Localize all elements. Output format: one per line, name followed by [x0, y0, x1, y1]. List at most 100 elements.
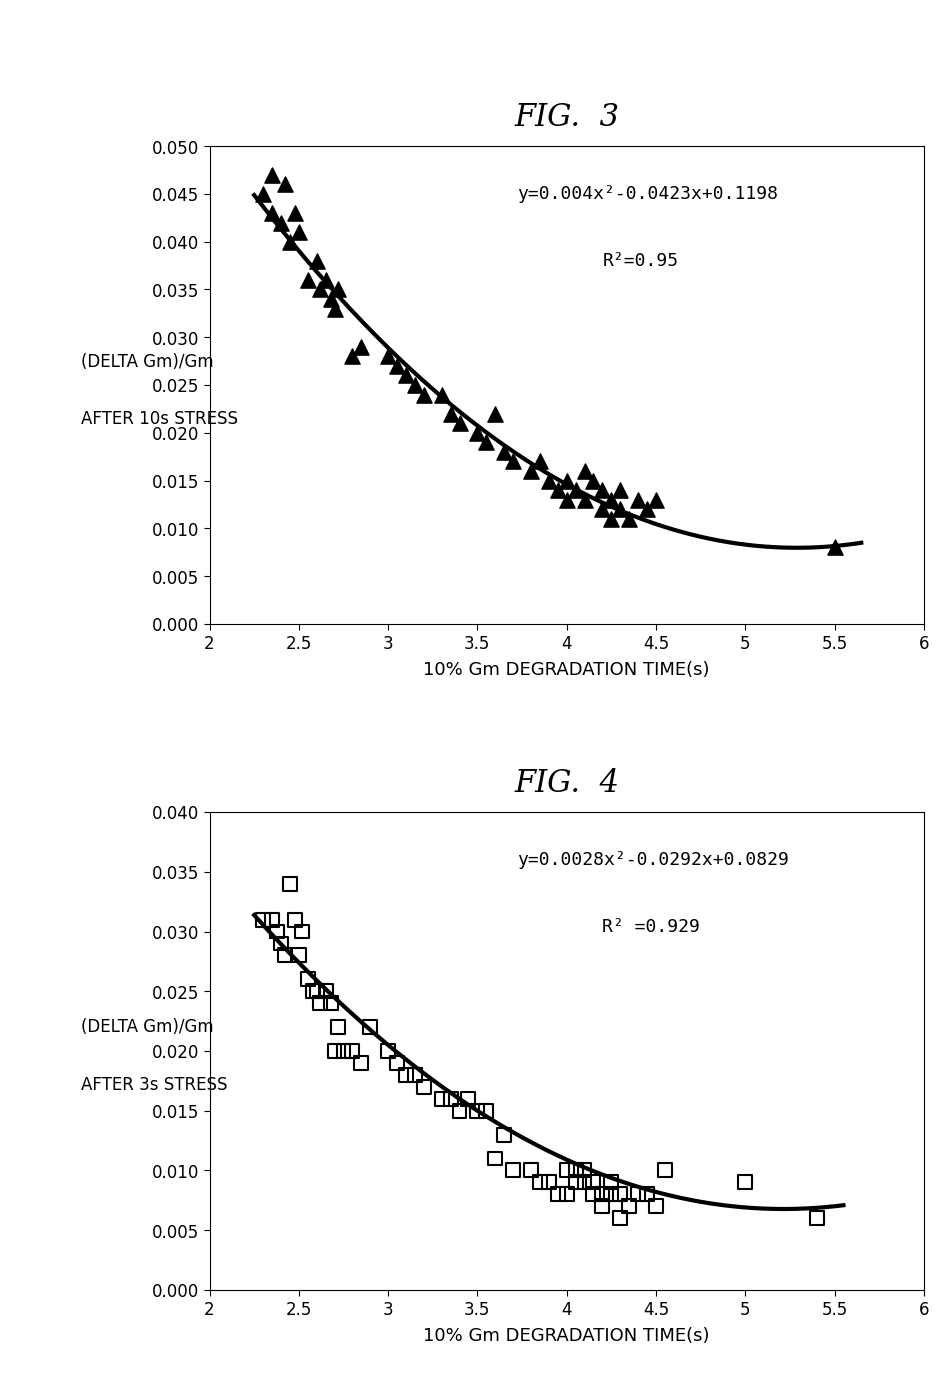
Text: y=0.0028x²-0.0292x+0.0829: y=0.0028x²-0.0292x+0.0829: [516, 850, 788, 868]
Point: [559, 488, 574, 510]
Point: [506, 1160, 521, 1182]
Point: [353, 1051, 368, 1074]
Text: FIG.  3: FIG. 3: [514, 101, 619, 133]
Point: [345, 345, 360, 368]
Point: [353, 336, 368, 358]
Point: [288, 908, 303, 931]
Point: [434, 384, 449, 406]
Point: [541, 470, 556, 492]
Text: (DELTA Gm)/Gm: (DELTA Gm)/Gm: [81, 1018, 213, 1036]
Point: [604, 1183, 619, 1205]
Point: [577, 1172, 592, 1194]
Text: y=0.004x²-0.0423x+0.1198: y=0.004x²-0.0423x+0.1198: [516, 184, 778, 203]
Point: [567, 1160, 583, 1182]
Point: [567, 1172, 583, 1194]
Point: [277, 173, 292, 196]
Point: [585, 1172, 601, 1194]
Point: [300, 269, 315, 291]
Text: (DELTA Gm)/Gm: (DELTA Gm)/Gm: [81, 352, 213, 370]
Point: [612, 480, 627, 502]
Point: [273, 212, 288, 234]
Point: [398, 1064, 413, 1086]
Point: [363, 1017, 378, 1039]
Point: [594, 498, 610, 520]
Point: [639, 1183, 654, 1205]
Point: [639, 498, 654, 520]
X-axis label: 10% Gm DEGRADATION TIME(s): 10% Gm DEGRADATION TIME(s): [424, 1326, 709, 1344]
Text: FIG.  4: FIG. 4: [514, 767, 619, 799]
Point: [604, 488, 619, 510]
Point: [612, 1207, 627, 1229]
Point: [389, 355, 405, 377]
Point: [318, 981, 333, 1003]
Point: [469, 422, 485, 444]
Point: [559, 470, 574, 492]
Point: [336, 1040, 351, 1062]
Point: [407, 374, 423, 397]
Point: [506, 451, 521, 473]
Point: [443, 1087, 458, 1110]
Point: [585, 1183, 601, 1205]
Point: [300, 968, 315, 990]
Point: [277, 945, 292, 967]
Point: [496, 1123, 511, 1146]
Point: [327, 1040, 342, 1062]
Point: [524, 1160, 539, 1182]
Point: [265, 908, 280, 931]
Point: [577, 460, 592, 483]
Point: [648, 1196, 664, 1218]
Point: [265, 164, 280, 186]
Point: [577, 488, 592, 510]
Point: [604, 508, 619, 530]
Point: [809, 1207, 824, 1229]
Point: [330, 279, 346, 301]
Point: [265, 203, 280, 225]
Point: [594, 480, 610, 502]
Point: [630, 488, 645, 510]
Point: [255, 908, 270, 931]
Point: [594, 1196, 610, 1218]
X-axis label: 10% Gm DEGRADATION TIME(s): 10% Gm DEGRADATION TIME(s): [424, 660, 709, 678]
Point: [648, 488, 664, 510]
Point: [398, 365, 413, 387]
Point: [288, 203, 303, 225]
Point: [434, 1087, 449, 1110]
Point: [389, 1051, 405, 1074]
Point: [291, 222, 307, 244]
Point: [550, 1183, 565, 1205]
Point: [567, 480, 583, 502]
Text: R²=0.95: R²=0.95: [603, 251, 678, 269]
Point: [559, 1160, 574, 1182]
Point: [255, 183, 270, 205]
Point: [407, 1064, 423, 1086]
Point: [269, 921, 285, 943]
Point: [622, 1196, 637, 1218]
Point: [295, 921, 310, 943]
Point: [416, 384, 431, 406]
Point: [532, 1172, 547, 1194]
Point: [306, 981, 321, 1003]
Point: [487, 1147, 503, 1169]
Point: [308, 981, 324, 1003]
Point: [524, 460, 539, 483]
Point: [443, 402, 458, 424]
Point: [324, 992, 339, 1014]
Point: [604, 1172, 619, 1194]
Point: [452, 1100, 467, 1122]
Point: [345, 1040, 360, 1062]
Point: [612, 1183, 627, 1205]
Point: [532, 451, 547, 473]
Text: AFTER 10s STRESS: AFTER 10s STRESS: [81, 409, 238, 427]
Point: [318, 269, 333, 291]
Point: [282, 872, 297, 895]
Point: [826, 537, 842, 559]
Point: [622, 508, 637, 530]
Point: [324, 288, 339, 311]
Point: [291, 945, 307, 967]
Point: [594, 1183, 610, 1205]
Point: [487, 402, 503, 424]
Point: [312, 279, 327, 301]
Point: [630, 1183, 645, 1205]
Point: [479, 1100, 494, 1122]
Point: [559, 1183, 574, 1205]
